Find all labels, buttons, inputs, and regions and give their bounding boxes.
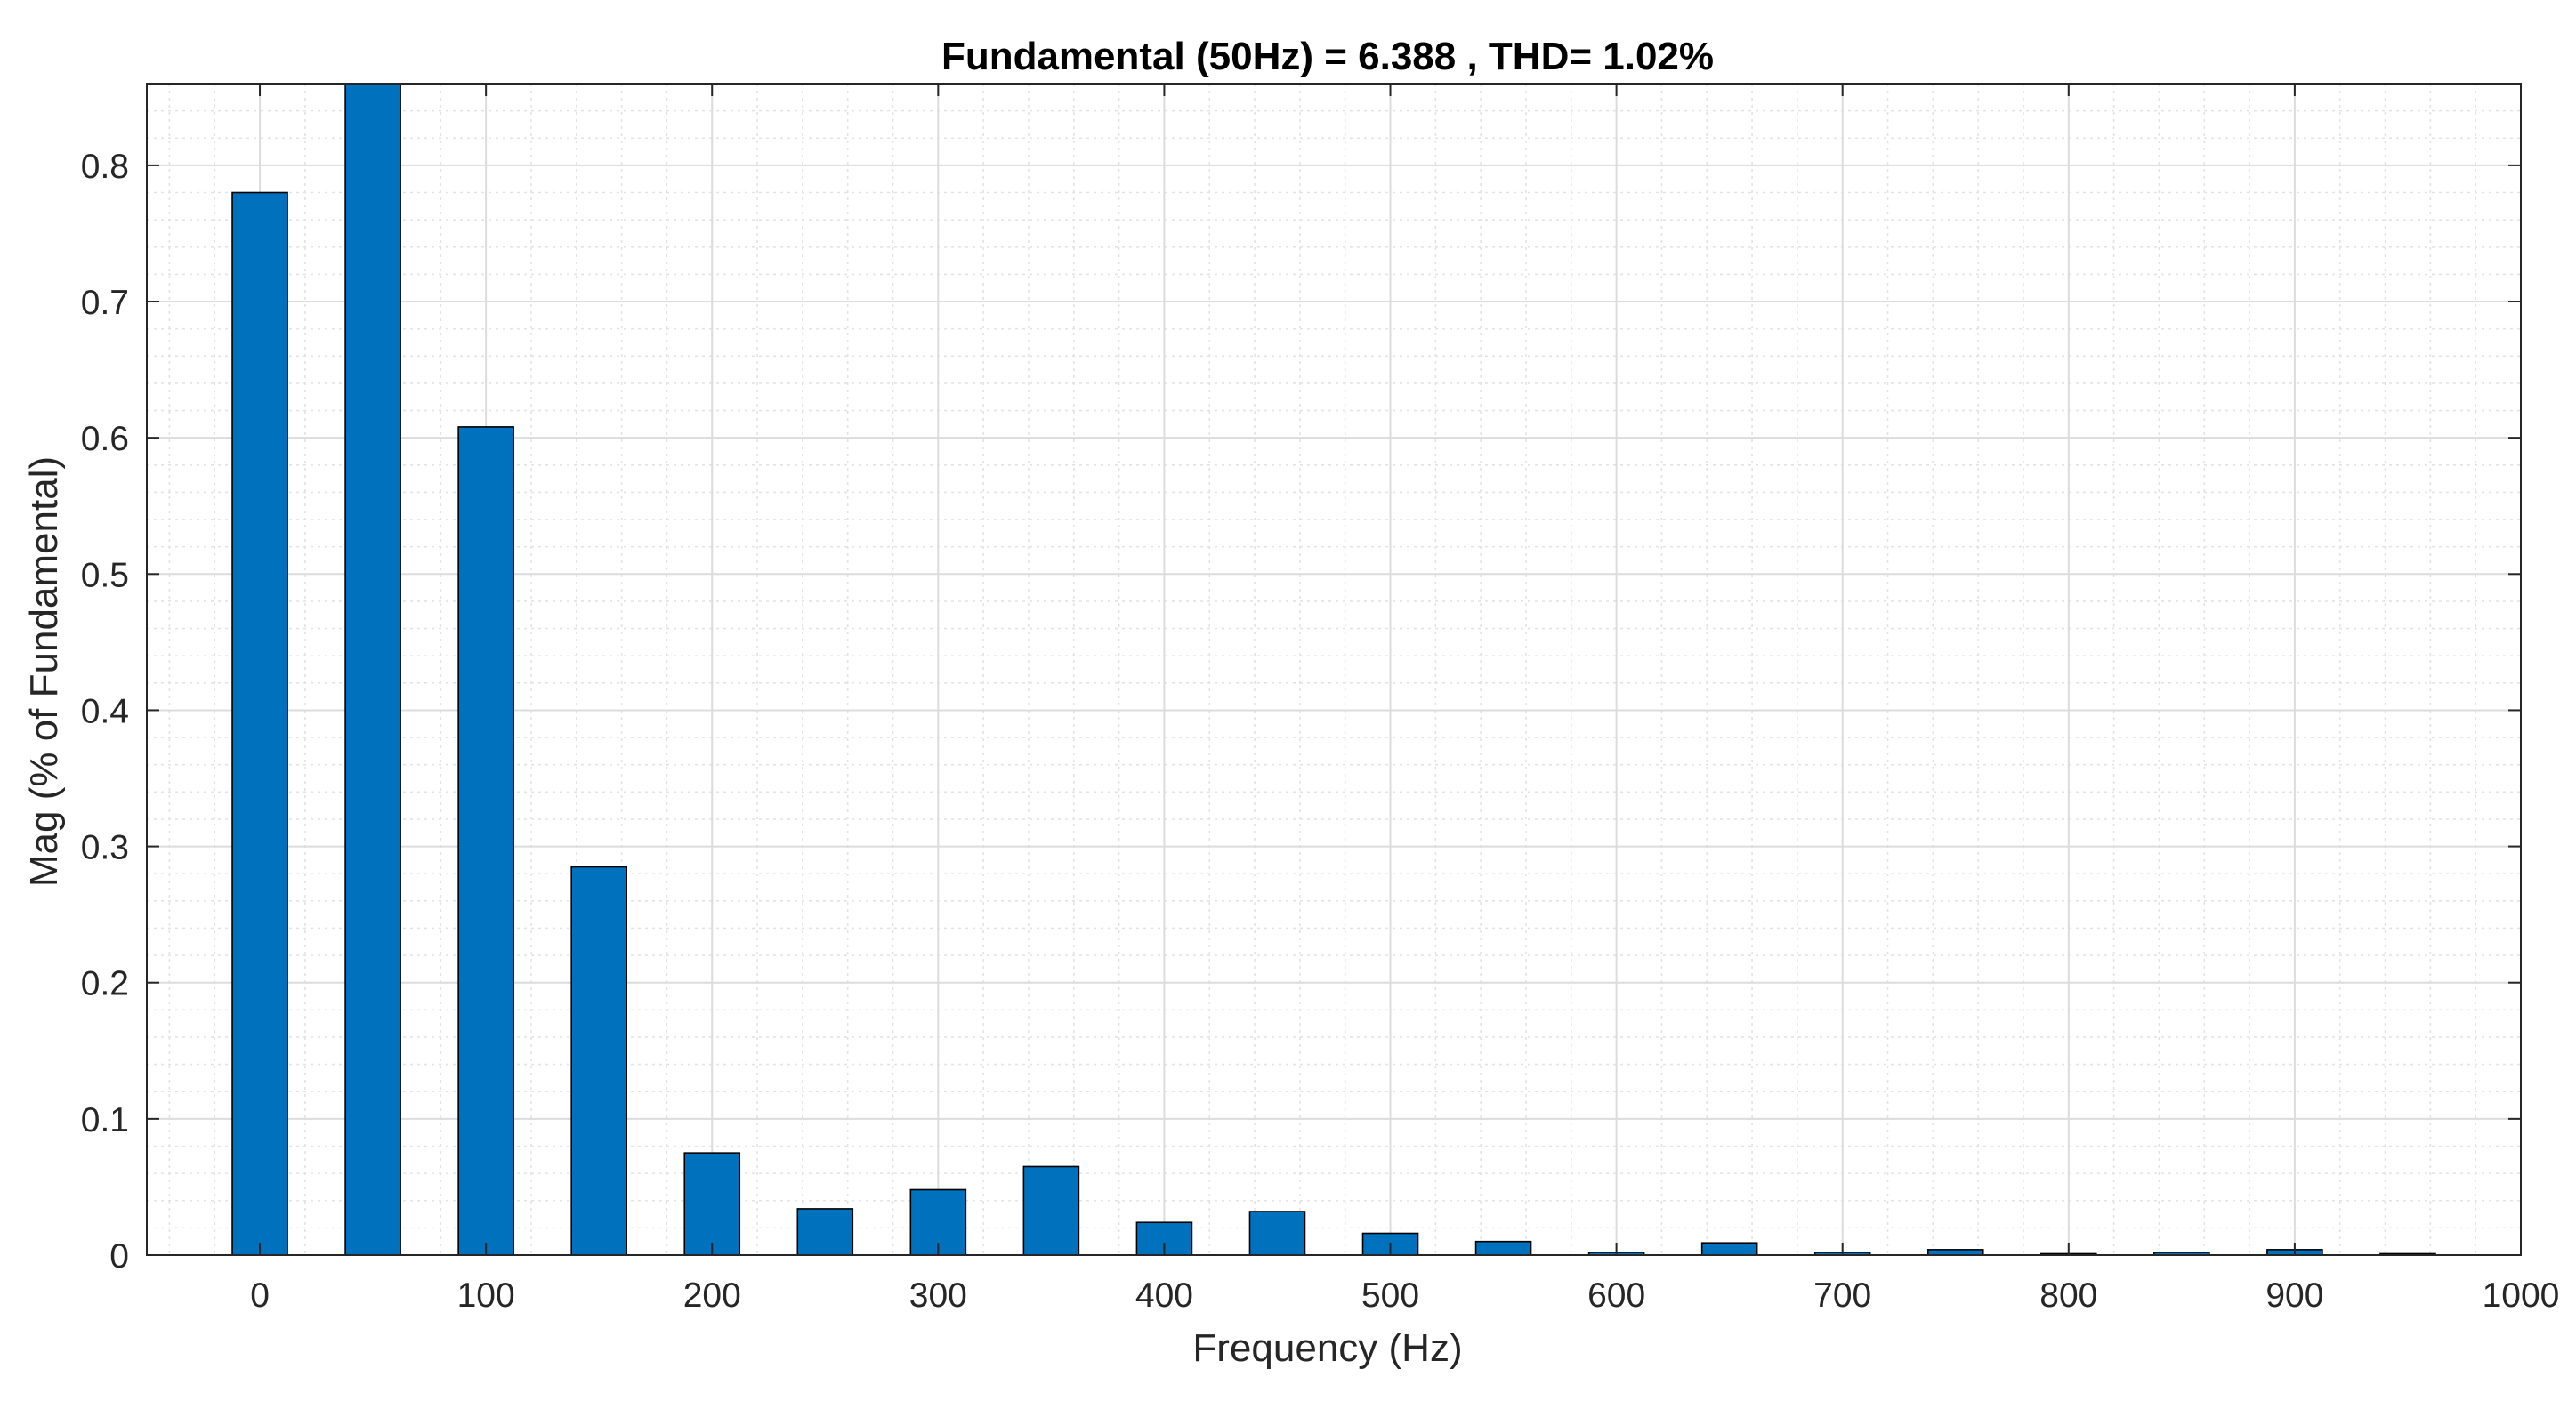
- axes: [146, 83, 2522, 1256]
- bar-50hz: [344, 83, 401, 1256]
- y-tick-label: 0.2: [81, 965, 129, 1003]
- y-tick-label: 0.6: [81, 420, 129, 458]
- bar-350hz: [1022, 1165, 1080, 1256]
- y-tick-label: 0.5: [81, 556, 129, 594]
- y-tick-label: 0.3: [81, 829, 129, 867]
- bar-450hz: [1248, 1211, 1306, 1256]
- bar-100hz: [457, 426, 514, 1256]
- x-tick-label: 700: [1813, 1276, 1871, 1315]
- plot-frame: [146, 83, 2522, 1256]
- x-tick-label: 400: [1135, 1276, 1193, 1315]
- x-tick-label: 300: [909, 1276, 967, 1315]
- bar-550hz: [1474, 1240, 1532, 1256]
- y-tick-label: 0.4: [81, 692, 129, 730]
- x-tick-label: 200: [683, 1276, 741, 1315]
- bar-200hz: [683, 1152, 741, 1256]
- x-tick-label: 900: [2265, 1276, 2323, 1315]
- x-tick-label: 100: [457, 1276, 515, 1315]
- x-tick-label: 800: [2039, 1276, 2097, 1315]
- bar-650hz: [1700, 1242, 1758, 1256]
- bar-0hz: [231, 191, 288, 1256]
- bar-250hz: [796, 1208, 854, 1256]
- y-tick-label: 0.8: [81, 148, 129, 186]
- y-tick-label: 0.7: [81, 284, 129, 322]
- x-tick-label: 600: [1587, 1276, 1645, 1315]
- x-tick-label: 1000: [2483, 1276, 2560, 1315]
- tick-labels: 0 100 200 300 400 500 600 700 800 900 1000 0 0.1 0.2 0…: [81, 148, 2560, 1315]
- y-axis-label: Mag (% of Fundamental): [22, 456, 66, 887]
- bar-150hz: [570, 866, 627, 1256]
- x-tick-label: 500: [1361, 1276, 1419, 1315]
- chart-title: Fundamental (50Hz) = 6.388 , THD= 1.02%: [941, 35, 1714, 78]
- y-tick-label: 0: [109, 1237, 129, 1276]
- x-tick-label: 0: [250, 1276, 270, 1315]
- y-tick-label: 0.1: [81, 1101, 129, 1139]
- bars: [231, 83, 2436, 1256]
- x-axis-label: Frequency (Hz): [1192, 1326, 1462, 1370]
